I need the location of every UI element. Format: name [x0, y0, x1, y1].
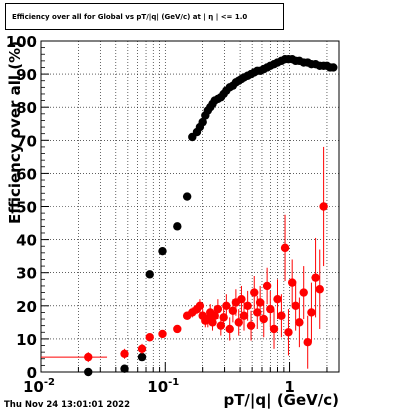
- data-point-red: [280, 243, 290, 253]
- y-tick-label: 0: [27, 364, 37, 382]
- data-point-red: [222, 301, 231, 310]
- data-point-red: [262, 281, 272, 291]
- data-point-red: [303, 338, 312, 347]
- y-tick-label: 10: [16, 331, 37, 349]
- data-point-red: [255, 298, 265, 307]
- chart-title-box: Efficiency over all for Global vs pT/|q|…: [5, 3, 284, 30]
- data-point-red: [287, 278, 297, 287]
- data-point-red: [84, 352, 93, 362]
- data-point-black: [198, 117, 207, 127]
- data-point-red: [277, 311, 286, 320]
- y-tick-label: 60: [16, 165, 37, 183]
- timestamp: Thu Nov 24 13:01:01 2022: [4, 400, 131, 410]
- data-point-black: [182, 192, 192, 201]
- data-point-red: [219, 313, 228, 322]
- data-point-red: [145, 333, 154, 342]
- data-point-black: [173, 222, 182, 231]
- data-point-red: [253, 308, 262, 317]
- data-point-red: [291, 301, 300, 310]
- data-point-red: [228, 306, 238, 315]
- y-tick-label: 90: [16, 66, 37, 84]
- data-point-red: [137, 344, 147, 354]
- data-point-red: [299, 288, 308, 297]
- data-point-red: [273, 294, 282, 304]
- data-point-red: [243, 301, 252, 310]
- data-point-black: [84, 367, 93, 377]
- chart-title: Efficiency over all for Global vs pT/|q|…: [12, 12, 248, 21]
- data-point-red: [216, 321, 226, 330]
- data-point-red: [195, 301, 205, 310]
- data-point-red: [269, 324, 279, 334]
- y-tick-label: 70: [16, 132, 37, 150]
- data-point-red: [319, 202, 328, 211]
- data-point-red: [259, 314, 268, 324]
- data-point-red: [250, 288, 259, 297]
- data-point-red: [120, 349, 129, 358]
- data-point-red: [295, 318, 304, 327]
- x-tick-label: 10-2: [23, 377, 55, 396]
- x-tick-label: 1: [284, 378, 294, 396]
- data-point-red: [213, 304, 223, 314]
- y-tick-label: 80: [16, 99, 37, 117]
- data-point-red: [173, 324, 182, 334]
- y-axis-title: Efficiency over all (%): [6, 41, 24, 224]
- data-point-red: [225, 324, 234, 334]
- data-point-red: [210, 311, 219, 320]
- data-point-black: [120, 364, 129, 373]
- y-tick-label: 40: [16, 232, 37, 250]
- data-point-red: [307, 308, 316, 317]
- data-point-black: [158, 246, 167, 256]
- data-point-red: [234, 318, 243, 327]
- x-tick-label: 10-1: [147, 377, 179, 396]
- data-point-red: [246, 321, 256, 330]
- data-point-red: [158, 329, 167, 339]
- y-tick-label: 20: [16, 298, 37, 316]
- data-point-black: [329, 63, 338, 72]
- plot-frame: [40, 40, 340, 373]
- y-tick-label: 30: [16, 265, 37, 283]
- data-point-red: [266, 304, 275, 314]
- data-point-black: [137, 352, 147, 362]
- data-point-black: [145, 270, 154, 279]
- x-axis-title: pT/|q| (GeV/c): [223, 391, 339, 410]
- data-point-red: [239, 311, 249, 320]
- data-point-red: [284, 328, 293, 337]
- data-point-red: [315, 285, 324, 294]
- data-point-red: [311, 273, 320, 282]
- y-tick-label: 50: [16, 199, 37, 217]
- y-tick-label: 100: [6, 33, 37, 51]
